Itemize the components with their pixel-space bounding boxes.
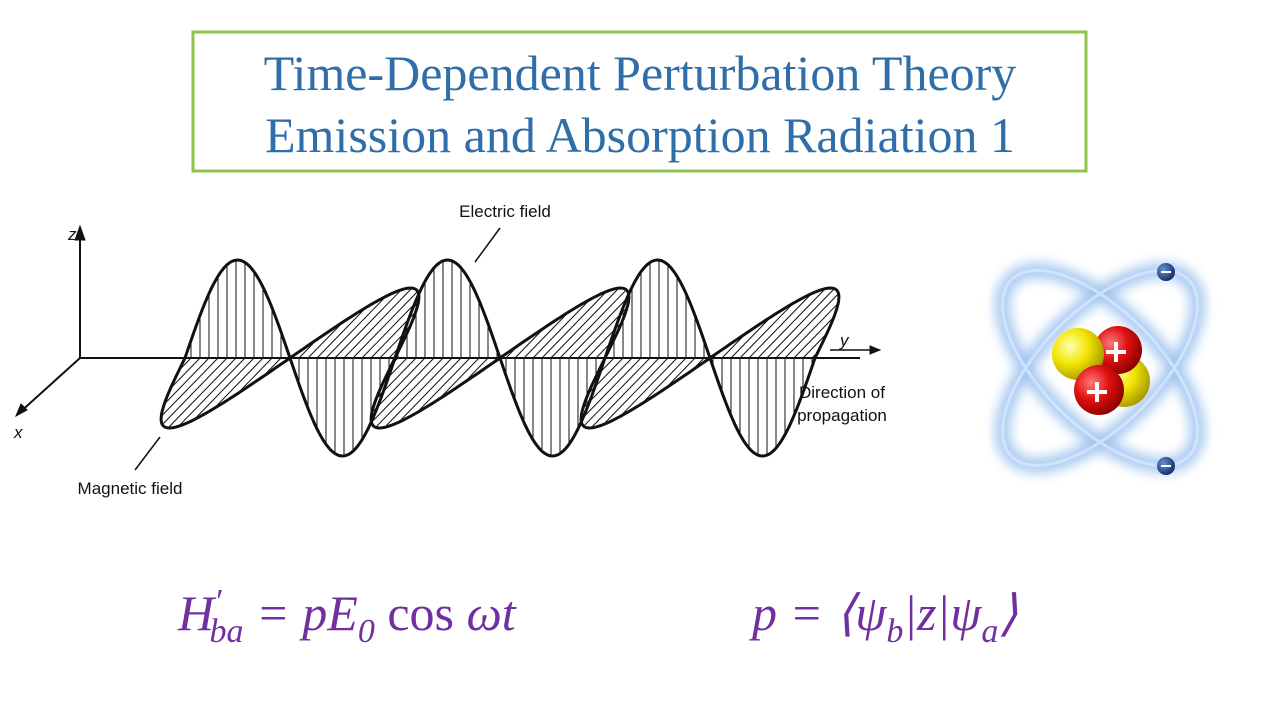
title-box <box>191 30 1088 173</box>
equation-part: 0 <box>358 613 375 650</box>
field-hatch <box>590 357 660 429</box>
field-hatch <box>398 357 462 423</box>
equation-part: H <box>177 585 217 641</box>
field-hatch <box>334 289 402 359</box>
field-hatch <box>602 357 669 425</box>
field-hatch <box>784 302 839 359</box>
field-hatch <box>619 357 678 417</box>
equation-part: b <box>886 613 903 650</box>
field-hatch <box>559 289 627 359</box>
field-hatch <box>748 293 812 359</box>
equation-part: ′ <box>214 583 222 620</box>
equation-part: cos <box>375 585 467 641</box>
field-hatch <box>213 357 264 409</box>
field-hatch <box>541 291 608 359</box>
axis-label: y <box>839 331 850 350</box>
title-line: Time-Dependent Perturbation Theory <box>264 45 1017 101</box>
arrow-head <box>74 224 86 241</box>
equation-part: ωt <box>467 585 517 641</box>
field-hatch <box>739 302 794 359</box>
axis-label: x <box>13 423 23 442</box>
field-hatch <box>532 299 591 359</box>
x-axis <box>17 357 81 415</box>
magnetic-label: Magnetic field <box>78 479 183 498</box>
field-hatch <box>438 357 480 400</box>
axis-label: z <box>67 225 77 244</box>
pointer <box>474 227 501 263</box>
direction-label: Direction of <box>799 383 885 402</box>
equation: p = ⟨ψb|z|ψa⟩ <box>749 585 1018 650</box>
field-hatch <box>316 307 367 359</box>
field-hatch <box>550 287 620 359</box>
equation-part: = pE <box>244 585 358 641</box>
field-hatch <box>583 357 651 427</box>
arrow-head <box>869 345 882 355</box>
field-hatch <box>523 311 570 359</box>
field-hatch <box>793 316 835 359</box>
field-hatch <box>757 288 826 359</box>
equation-part: |z|ψ <box>903 585 982 641</box>
equation: H′ ba = pE0 cos ωt <box>177 583 517 650</box>
arrow-head <box>14 403 28 418</box>
field-hatch <box>371 357 426 414</box>
field-hatch <box>371 357 435 423</box>
field-hatch <box>178 357 246 427</box>
field-hatch <box>568 296 630 359</box>
field-hatch <box>160 357 219 417</box>
equation-part: ⟩ <box>998 585 1018 641</box>
wave-diagram <box>14 224 882 471</box>
field-hatch <box>730 316 772 359</box>
pointer <box>134 436 161 471</box>
title-line: Emission and Absorption Radiation 1 <box>265 107 1015 163</box>
field-hatch <box>170 357 201 389</box>
field-hatch <box>775 293 839 359</box>
field-hatch <box>580 357 642 420</box>
field-hatch <box>802 333 828 359</box>
field-hatch <box>236 357 273 395</box>
field-hatch <box>161 357 228 425</box>
field-hatch <box>325 296 387 359</box>
field-hatch <box>640 357 687 405</box>
field-hatch <box>167 357 237 429</box>
field-hatch <box>416 357 471 414</box>
field-hatch <box>352 291 419 359</box>
equation-part: ba <box>210 613 244 650</box>
magnetic-wave <box>159 286 841 430</box>
electric-label: Electric field <box>459 202 551 221</box>
atom-icon <box>995 263 1205 475</box>
field-hatch <box>375 357 444 428</box>
field-hatch <box>343 287 413 359</box>
field-hatch <box>766 288 835 359</box>
field-hatch <box>163 357 210 405</box>
equation-part: p = ⟨ψ <box>749 585 887 641</box>
equation-part: a <box>981 613 998 650</box>
field-hatch <box>384 357 453 428</box>
field-hatch <box>307 321 344 359</box>
field-hatch <box>193 357 255 420</box>
direction-label: propagation <box>797 406 887 425</box>
field-hatch <box>361 299 420 359</box>
